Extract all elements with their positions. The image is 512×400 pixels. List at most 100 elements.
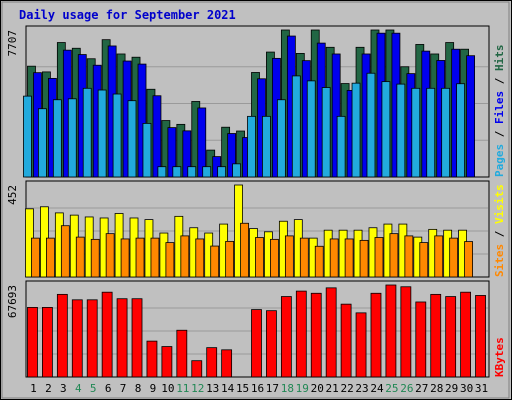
x-tick-label-day-23: 23 bbox=[355, 382, 368, 395]
visits_panel: 452 Sites / Visits bbox=[6, 180, 506, 278]
bar-kbytes-day-6 bbox=[101, 291, 113, 378]
hits_panel-max-label: 7707 bbox=[6, 30, 19, 57]
bar-kbytes-day-18 bbox=[280, 296, 292, 378]
x-tick-label-day-16: 16 bbox=[251, 382, 264, 395]
bar-pages-day-17 bbox=[262, 115, 271, 178]
visits_panel-legend-label: Sites / Visits bbox=[493, 184, 506, 277]
bar-sites-day-13 bbox=[210, 245, 220, 278]
bar-kbytes-day-24 bbox=[370, 292, 382, 378]
x-tick-label-day-13: 13 bbox=[206, 382, 219, 395]
bar-sites-day-29 bbox=[449, 237, 459, 278]
bar-sites-day-11 bbox=[180, 235, 190, 278]
x-tick-label-day-15: 15 bbox=[236, 382, 249, 395]
bar-pages-day-29 bbox=[441, 87, 451, 178]
x-tick-label-day-14: 14 bbox=[221, 382, 235, 395]
bar-sites-day-20 bbox=[314, 245, 324, 278]
x-tick-label-day-29: 29 bbox=[445, 382, 458, 395]
bar-files-day-30 bbox=[466, 55, 475, 178]
bar-pages-day-3 bbox=[52, 99, 62, 178]
bar-pages-day-30 bbox=[456, 83, 465, 178]
bar-pages-day-6 bbox=[97, 89, 107, 178]
bar-files-day-8 bbox=[137, 63, 147, 178]
bar-pages-day-23 bbox=[351, 82, 361, 178]
bar-pages-day-1 bbox=[23, 95, 32, 178]
bar-pages-day-7 bbox=[112, 93, 122, 178]
bar-kbytes-day-7 bbox=[116, 298, 128, 378]
bar-sites-day-25 bbox=[389, 233, 399, 278]
bar-sites-day-18 bbox=[284, 235, 294, 278]
x-tick-label-day-24: 24 bbox=[370, 382, 384, 395]
bar-kbytes-day-30 bbox=[460, 291, 471, 378]
bar-pages-day-2 bbox=[38, 108, 47, 178]
bar-sites-day-10 bbox=[165, 242, 175, 278]
bar-pages-day-25 bbox=[381, 81, 391, 178]
bar-pages-day-22 bbox=[336, 115, 346, 178]
bar-sites-day-28 bbox=[434, 235, 444, 278]
x-tick-label-day-27: 27 bbox=[415, 382, 428, 395]
bar-sites-day-14 bbox=[225, 240, 235, 278]
bar-kbytes-day-27 bbox=[415, 301, 427, 378]
bar-pages-day-12 bbox=[187, 166, 197, 178]
x-tick-label-day-1: 1 bbox=[30, 382, 37, 395]
bar-sites-day-3 bbox=[60, 225, 70, 278]
bar-pages-day-16 bbox=[247, 115, 256, 178]
x-tick-label-day-10: 10 bbox=[161, 382, 174, 395]
kbytes_panel-legend-label: KBytes bbox=[493, 337, 506, 377]
x-tick-label-day-3: 3 bbox=[60, 382, 67, 395]
x-tick-label-day-20: 20 bbox=[311, 382, 324, 395]
bar-kbytes-day-28 bbox=[430, 293, 442, 378]
bar-kbytes-day-23 bbox=[355, 312, 367, 378]
bar-sites-day-7 bbox=[120, 238, 130, 278]
x-tick-label-day-26: 26 bbox=[400, 382, 413, 395]
x-tick-label-day-19: 19 bbox=[296, 382, 309, 395]
bar-kbytes-day-2 bbox=[42, 307, 53, 378]
bar-pages-day-4 bbox=[67, 98, 77, 178]
bar-pages-day-9 bbox=[142, 123, 152, 178]
bar-sites-day-15 bbox=[240, 222, 249, 278]
bar-kbytes-day-9 bbox=[146, 340, 158, 378]
hits_panel: 7707 Pages / Files / Hits bbox=[6, 25, 506, 178]
bar-kbytes-day-4 bbox=[71, 299, 83, 378]
bar-kbytes-day-16 bbox=[251, 309, 262, 378]
x-tick-label-day-11: 11 bbox=[176, 382, 189, 395]
hits_panel-legend-label: Pages / Files / Hits bbox=[493, 45, 506, 178]
bar-files-day-12 bbox=[197, 107, 207, 178]
bar-pages-day-5 bbox=[82, 87, 92, 178]
bar-pages-day-8 bbox=[127, 100, 137, 178]
visits_panel-max-label: 452 bbox=[6, 185, 19, 205]
bar-sites-day-9 bbox=[150, 237, 160, 278]
bar-sites-day-17 bbox=[270, 238, 279, 278]
x-tick-label-day-9: 9 bbox=[150, 382, 157, 395]
bar-sites-day-26 bbox=[404, 235, 414, 278]
bar-sites-day-5 bbox=[90, 238, 100, 278]
x-tick-label-day-8: 8 bbox=[135, 382, 142, 395]
x-tick-label-day-12: 12 bbox=[191, 382, 204, 395]
bar-pages-day-26 bbox=[396, 83, 406, 178]
series-sites bbox=[31, 222, 473, 278]
bar-kbytes-day-13 bbox=[206, 347, 218, 378]
bar-pages-day-10 bbox=[157, 166, 167, 178]
x-tick-label-day-25: 25 bbox=[385, 382, 398, 395]
bar-sites-day-24 bbox=[374, 237, 384, 278]
bar-pages-day-24 bbox=[366, 72, 376, 178]
bar-kbytes-day-20 bbox=[310, 292, 322, 378]
bar-kbytes-day-26 bbox=[400, 286, 412, 378]
x-tick-label-day-17: 17 bbox=[266, 382, 279, 395]
bar-pages-day-20 bbox=[306, 80, 316, 178]
series-files bbox=[33, 32, 475, 178]
bar-kbytes-day-5 bbox=[86, 299, 98, 378]
x-tick-label-day-22: 22 bbox=[340, 382, 353, 395]
bar-sites-day-16 bbox=[255, 237, 264, 278]
bar-kbytes-day-17 bbox=[266, 310, 277, 378]
bar-pages-day-19 bbox=[291, 75, 301, 178]
bar-pages-day-15 bbox=[232, 163, 241, 178]
x-tick-label-day-28: 28 bbox=[430, 382, 443, 395]
bar-files-day-9 bbox=[152, 95, 162, 178]
bar-kbytes-day-8 bbox=[131, 298, 143, 378]
bar-kbytes-day-3 bbox=[56, 293, 68, 378]
bar-pages-day-18 bbox=[276, 99, 286, 178]
bar-sites-day-8 bbox=[135, 237, 145, 278]
bar-sites-day-19 bbox=[299, 237, 309, 278]
bar-kbytes-day-10 bbox=[161, 346, 173, 378]
